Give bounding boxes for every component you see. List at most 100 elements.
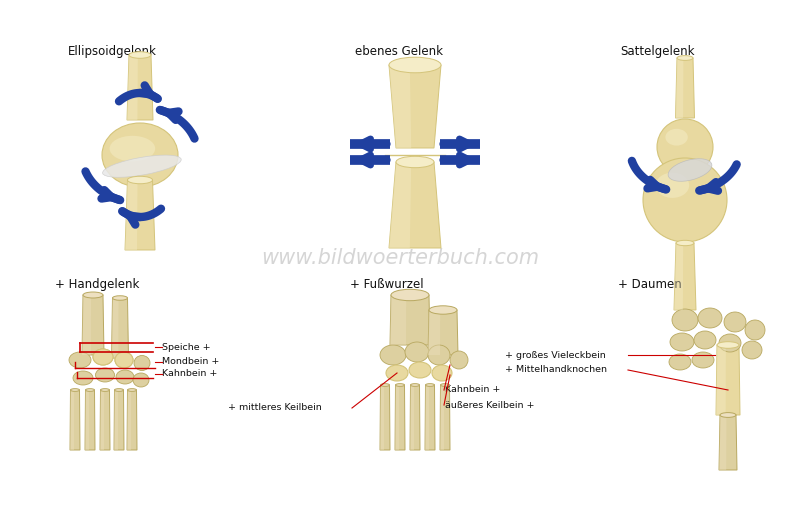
Ellipse shape [386,365,408,381]
Ellipse shape [429,306,457,314]
Ellipse shape [405,342,429,362]
Text: Speiche +: Speiche + [162,343,210,352]
Polygon shape [127,55,138,120]
Ellipse shape [719,334,741,352]
Polygon shape [111,298,118,358]
Polygon shape [70,390,80,450]
Polygon shape [674,243,683,310]
Text: + mittleres Keilbein: + mittleres Keilbein [228,404,322,413]
Text: Mondbein +: Mondbein + [162,357,219,366]
Polygon shape [85,390,95,450]
Text: Ellipsoidgelenk: Ellipsoidgelenk [68,45,157,58]
Ellipse shape [694,331,716,349]
Ellipse shape [129,52,151,58]
Polygon shape [127,390,131,450]
Ellipse shape [672,309,698,331]
Polygon shape [114,390,118,450]
Polygon shape [675,58,683,118]
Ellipse shape [113,296,127,300]
Text: www.bildwoerterbuch.com: www.bildwoerterbuch.com [261,248,539,268]
Polygon shape [719,415,726,470]
Polygon shape [425,385,435,450]
Polygon shape [85,390,89,450]
Ellipse shape [114,388,123,392]
Text: ebenes Gelenk: ebenes Gelenk [355,45,443,58]
Ellipse shape [391,289,429,301]
Ellipse shape [115,352,133,368]
Ellipse shape [410,384,419,386]
Ellipse shape [134,356,150,370]
Ellipse shape [669,354,691,370]
Polygon shape [380,385,390,450]
Text: Sattelgelenk: Sattelgelenk [620,45,694,58]
Ellipse shape [450,351,468,369]
Polygon shape [82,295,104,355]
Polygon shape [389,65,411,148]
Polygon shape [716,345,740,415]
Ellipse shape [742,341,762,359]
Polygon shape [425,385,429,450]
Polygon shape [440,385,444,450]
Polygon shape [428,310,458,355]
Polygon shape [82,295,91,355]
Ellipse shape [396,157,434,168]
Ellipse shape [395,384,405,386]
Polygon shape [410,385,420,450]
Polygon shape [125,180,138,250]
Polygon shape [440,385,450,450]
Ellipse shape [101,388,110,392]
Ellipse shape [93,349,113,365]
Ellipse shape [127,388,137,392]
Text: + großes Vieleckbein: + großes Vieleckbein [505,350,606,359]
Text: + Daumen: + Daumen [618,278,682,291]
Ellipse shape [676,240,694,246]
Text: + Handgelenk: + Handgelenk [55,278,139,291]
Polygon shape [390,295,430,345]
Ellipse shape [95,368,114,382]
Ellipse shape [428,345,450,365]
Ellipse shape [102,123,178,187]
Circle shape [657,119,713,175]
Ellipse shape [380,345,406,365]
Ellipse shape [115,352,133,368]
Ellipse shape [127,176,153,184]
Polygon shape [428,310,440,355]
Ellipse shape [677,56,693,61]
Ellipse shape [70,388,79,392]
Polygon shape [390,295,406,345]
Ellipse shape [724,312,746,332]
Polygon shape [127,390,137,450]
Ellipse shape [389,57,441,73]
Polygon shape [380,385,384,450]
Ellipse shape [381,384,390,386]
Ellipse shape [668,159,712,181]
Text: Kahnbein +: Kahnbein + [162,369,218,378]
Ellipse shape [666,129,688,145]
Ellipse shape [720,413,736,417]
Polygon shape [100,390,104,450]
Polygon shape [395,385,399,450]
Ellipse shape [409,362,431,378]
Polygon shape [389,162,411,248]
Ellipse shape [69,352,91,368]
Polygon shape [410,385,414,450]
Text: äußeres Keilbein +: äußeres Keilbein + [445,401,534,409]
Polygon shape [389,65,441,148]
Ellipse shape [692,352,714,368]
Ellipse shape [745,320,765,340]
Ellipse shape [116,370,134,384]
Polygon shape [100,390,110,450]
Polygon shape [719,415,737,470]
Ellipse shape [698,308,722,328]
Ellipse shape [110,136,155,161]
Ellipse shape [83,292,103,298]
Polygon shape [674,243,696,310]
Ellipse shape [432,365,452,381]
Polygon shape [125,180,155,250]
Ellipse shape [73,371,93,385]
Polygon shape [675,58,694,118]
Text: Kahnbein +: Kahnbein + [445,385,500,395]
Polygon shape [114,390,124,450]
Text: + Mittelhandknochen: + Mittelhandknochen [505,366,607,375]
Ellipse shape [133,373,149,387]
